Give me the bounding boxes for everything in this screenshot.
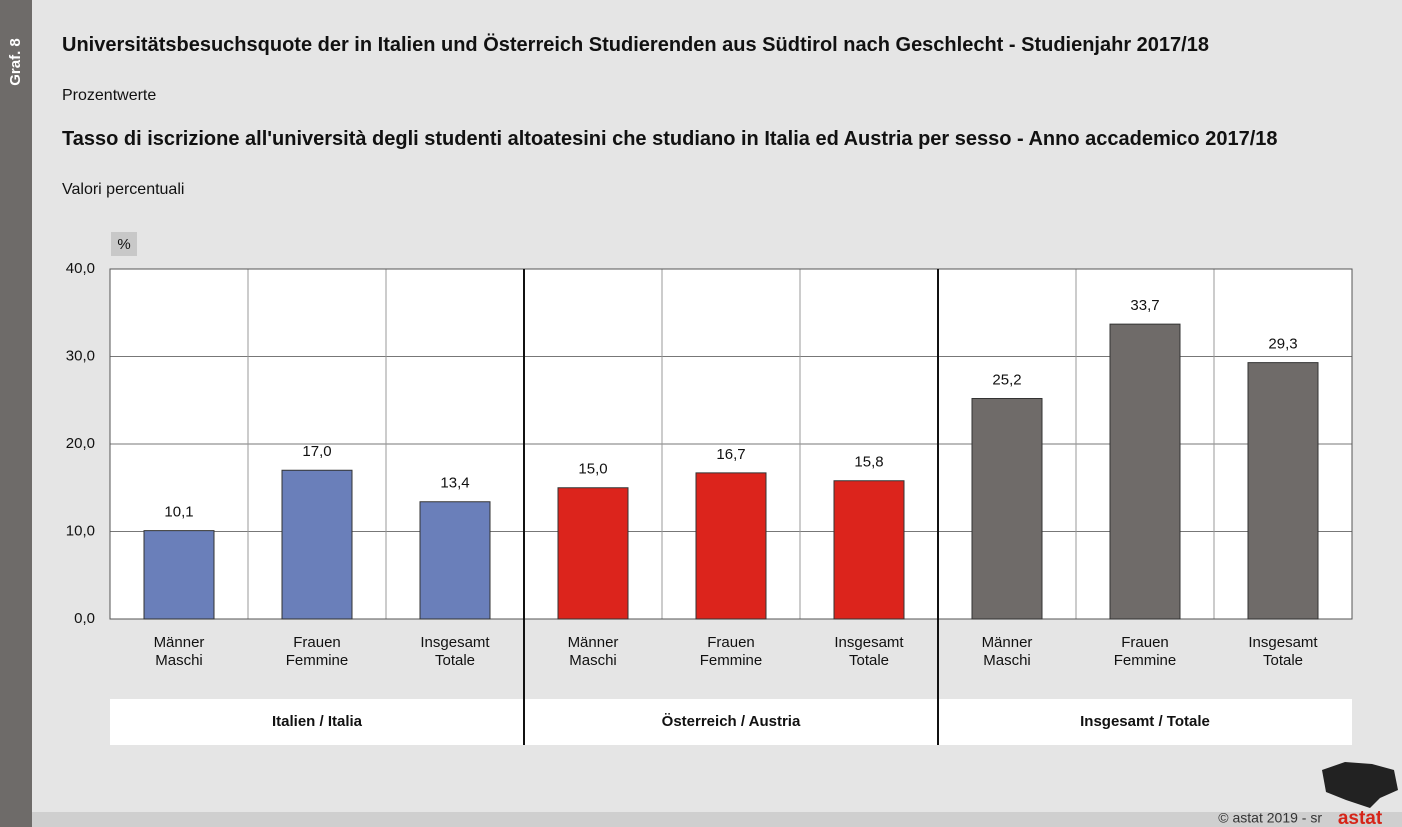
- value-label: 17,0: [302, 443, 331, 460]
- value-label: 13,4: [440, 475, 469, 492]
- x-tick-label: Insgesamt: [420, 634, 490, 651]
- bar: [143, 530, 215, 620]
- x-tick-label: Männer: [982, 634, 1033, 651]
- bar: [695, 472, 767, 620]
- bar: [833, 480, 905, 620]
- x-tick-label: Maschi: [569, 652, 617, 669]
- x-tick-label: Insgesamt: [834, 634, 904, 651]
- group-label: Insgesamt / Totale: [1080, 713, 1210, 730]
- source: © astat 2019 - sr: [1218, 810, 1322, 826]
- x-tick-label: Totale: [435, 652, 475, 669]
- title: Universitätsbesuchsquote der in Italien …: [62, 34, 1209, 56]
- value-label: 15,8: [854, 454, 883, 471]
- value-label: 16,7: [716, 446, 745, 463]
- y-tick-label: 20,0: [66, 435, 95, 452]
- y-tick-label: 10,0: [66, 522, 95, 539]
- value-label: 33,7: [1130, 297, 1159, 314]
- subtitle-it: Valori percentuali: [62, 181, 185, 198]
- x-tick-label: Frauen: [707, 634, 755, 651]
- group-band: [110, 699, 1352, 745]
- footer-strip: [32, 812, 1402, 827]
- logo-shape: [1322, 762, 1398, 808]
- y-tick-label: 40,0: [66, 260, 95, 277]
- bar: [971, 398, 1043, 620]
- logo-text: astat: [1338, 808, 1383, 827]
- value-label: 29,3: [1268, 336, 1297, 353]
- x-tick-label: Maschi: [155, 652, 203, 669]
- x-tick-label: Totale: [1263, 652, 1303, 669]
- figure-label: Graf. 8: [7, 38, 24, 86]
- value-label: 15,0: [578, 461, 607, 478]
- bar: [1109, 323, 1181, 620]
- x-tick-label: Insgesamt: [1248, 634, 1318, 651]
- value-label: 10,1: [164, 504, 193, 521]
- unit-label: %: [117, 236, 130, 253]
- y-tick-label: 0,0: [74, 610, 95, 627]
- bar: [281, 469, 353, 620]
- x-tick-label: Femmine: [1114, 652, 1177, 669]
- x-tick-label: Totale: [849, 652, 889, 669]
- subtitle: Prozentwerte: [62, 87, 157, 104]
- logo: astat: [1322, 762, 1398, 827]
- value-label: 25,2: [992, 371, 1021, 388]
- bar: [419, 501, 491, 620]
- unit-box: [111, 232, 137, 256]
- x-tick-label: Frauen: [293, 634, 341, 651]
- x-tick-label: Femmine: [286, 652, 349, 669]
- group-label: Österreich / Austria: [662, 713, 801, 730]
- x-tick-label: Femmine: [700, 652, 763, 669]
- x-tick-label: Männer: [154, 634, 205, 651]
- x-tick-label: Männer: [568, 634, 619, 651]
- y-tick-label: 30,0: [66, 347, 95, 364]
- title-it: Tasso di iscrizione all'università degli…: [62, 128, 1278, 150]
- side-strip: [0, 0, 32, 827]
- bar: [557, 487, 629, 620]
- bar: [1247, 362, 1319, 620]
- x-tick-label: Maschi: [983, 652, 1031, 669]
- group-label: Italien / Italia: [272, 713, 363, 730]
- x-tick-label: Frauen: [1121, 634, 1169, 651]
